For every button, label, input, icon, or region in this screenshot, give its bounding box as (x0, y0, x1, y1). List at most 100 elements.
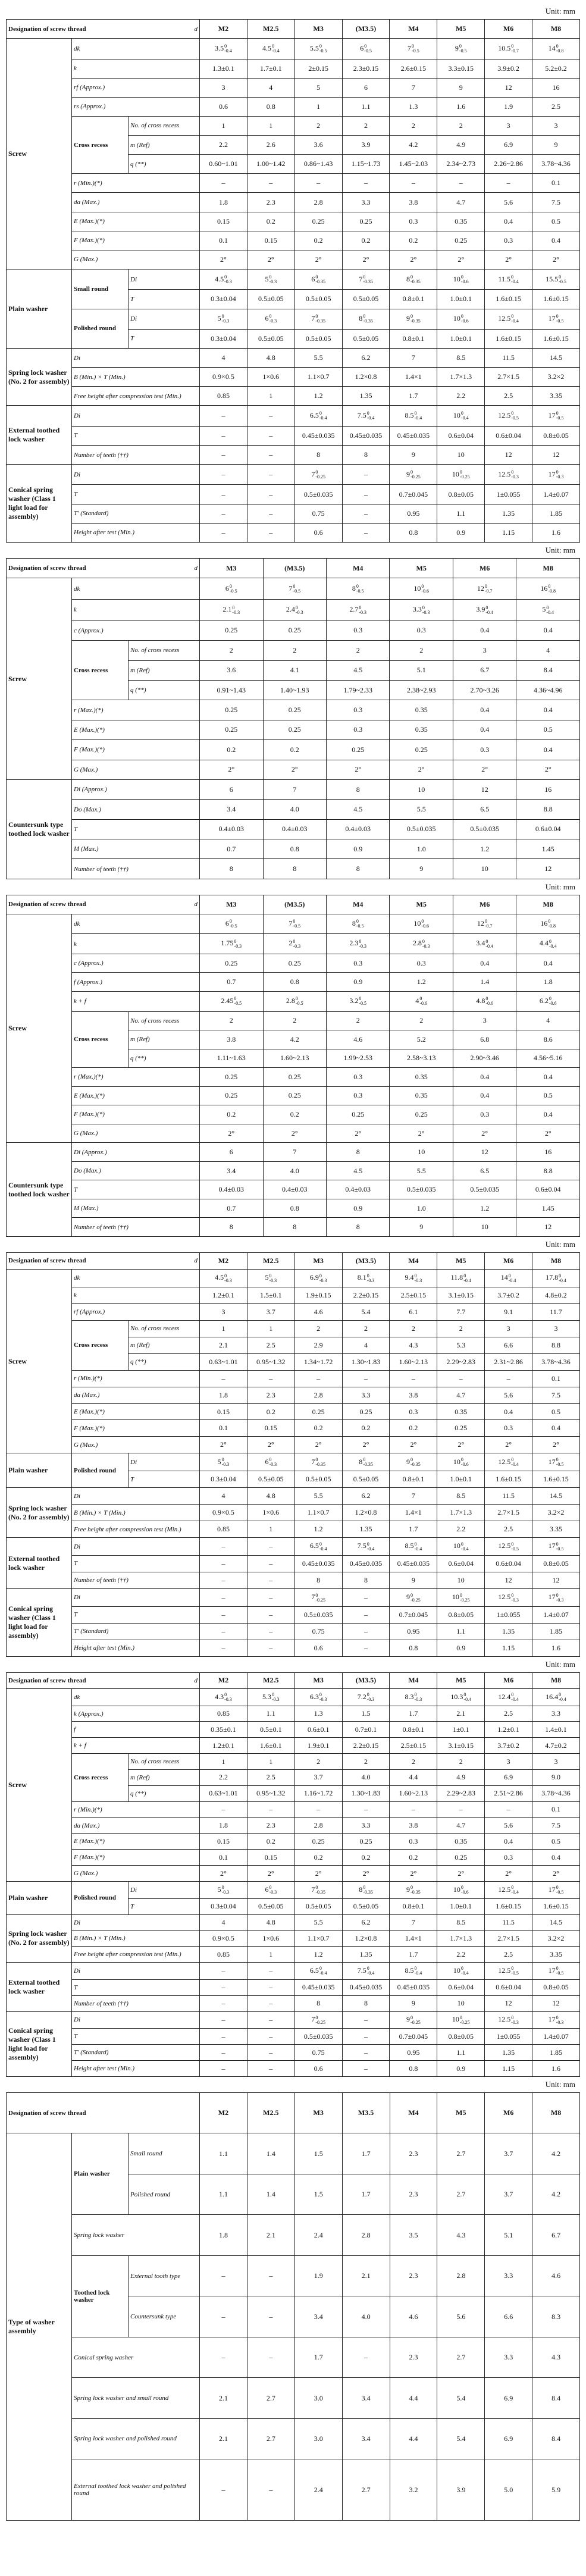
value-cell: 5.5 (389, 1161, 453, 1181)
value-cell: 2° (484, 249, 533, 270)
tolerance: 0 -0.4 (511, 1885, 519, 1895)
tolerance: 0 -0.3 (556, 2015, 564, 2025)
item-label: k (71, 599, 200, 621)
tolerance: 0 -0.35 (315, 274, 325, 284)
upper-tolerance: 0 (511, 314, 514, 319)
value-cell: 12 (532, 1995, 580, 2012)
value-cell: 0.45±0.035 (294, 1555, 343, 1572)
data-row: q (**) 0.60~1.01 1.00~1.42 0.86~1.43 1.15~1.… (7, 154, 580, 174)
value-cell: 3.3 (341, 1817, 390, 1834)
value-cell: 4 (199, 1914, 247, 1931)
value-cell: 0.3±0.04 (199, 1471, 247, 1488)
upper-tolerance: 0 (363, 314, 366, 319)
nominal-value: 17.8 (546, 1273, 559, 1282)
value-cell: – (341, 503, 390, 524)
value-cell: 2.3 (389, 2336, 438, 2378)
value-cell: – (246, 2028, 295, 2045)
tolerance: 0 -0.4 (367, 1541, 375, 1552)
value-cell: 12 (532, 444, 580, 465)
item-label: Do (Max.) (71, 799, 200, 820)
upper-tolerance: 0 (556, 469, 559, 475)
value-cell: 9 0 -0.25 (389, 2011, 438, 2029)
item-label: c (Approx.) (71, 953, 200, 973)
symbol: d (194, 25, 198, 33)
value-cell: 2° (452, 759, 517, 780)
upper-tolerance: 0 (559, 1691, 562, 1697)
tolerance: 0 -0.4 (224, 43, 232, 54)
value-cell: 0.5±0.05 (246, 289, 295, 309)
value-cell: – (484, 1801, 533, 1818)
lower-tolerance: -0.3 (359, 943, 367, 949)
item-label: B (Min.) × T (Min.) (71, 1930, 200, 1947)
value-cell: 0.63~1.01 (199, 1353, 247, 1371)
upper-tolerance: 0 (460, 1966, 463, 1972)
value-cell: 5 0 -0.4 (516, 599, 580, 621)
upper-tolerance: 0 (315, 1456, 318, 1462)
column-header: M2.5 (246, 2092, 295, 2134)
value-cell: – (484, 173, 533, 193)
value-cell: 0.8±0.1 (389, 289, 438, 309)
value-cell: 6 0 -0.5 (199, 578, 264, 600)
item-label: dk (71, 1268, 200, 1287)
lower-tolerance: -0.3 (422, 609, 430, 615)
value-cell: 2 (341, 115, 390, 136)
value-cell: 12 (516, 1217, 580, 1237)
nominal-value: 7.5 (357, 411, 366, 420)
value-cell: 2.29~2.83 (437, 1785, 485, 1802)
value-cell: 0.15 (246, 1419, 295, 1437)
tolerance: 0 -0.35 (410, 274, 421, 284)
value-cell: 7 (262, 779, 327, 800)
item-label: T (127, 1471, 200, 1488)
item-label: T' (Standard) (71, 1622, 200, 1640)
value-cell: 4.5 (325, 660, 390, 681)
upper-tolerance: 0 (234, 996, 237, 1002)
value-cell: 0.25 (262, 1086, 327, 1106)
value-cell: 8.3 0 -0.3 (389, 1688, 438, 1706)
sub-label: Polished round (71, 1881, 129, 1915)
nominal-value: 12.5 (498, 1966, 511, 1975)
value-cell: 0.45±0.035 (389, 1979, 438, 1996)
column-header: M3 (294, 18, 343, 39)
value-cell: 2° (437, 1436, 485, 1454)
value-cell: 3.2×2 (532, 1930, 580, 1947)
value-cell: 1.35 (484, 1622, 533, 1640)
value-cell: 4.8 (246, 1914, 295, 1931)
upper-tolerance: 0 (232, 604, 235, 610)
value-cell: 2.38~2.93 (389, 679, 453, 701)
data-row: Plain washer Polished round Di 5 0 -0.3 6 0 -0.3… (6, 1881, 580, 1915)
value-cell: 4.6 (325, 1030, 390, 1049)
value-cell: 2.5±0.15 (389, 1286, 438, 1304)
value-cell: 4.8±0.2 (532, 1286, 580, 1304)
value-cell: 0.2 (389, 1419, 438, 1437)
value-cell: 2.4 (294, 2214, 343, 2256)
lower-tolerance: -0.5 (511, 1546, 519, 1552)
tolerance: 0 -0.5 (511, 1966, 519, 1976)
nominal-value: 4 (415, 996, 419, 1005)
value-cell: 0.8 (246, 96, 295, 117)
value-cell: 0.25 (437, 1849, 485, 1866)
item-label: Di (Approx.) (71, 1142, 200, 1162)
value-cell: 0.4 (532, 230, 580, 250)
lower-tolerance: -0.5 (559, 278, 566, 284)
lower-tolerance: -0.3 (319, 1696, 327, 1702)
value-cell: – (246, 2011, 295, 2029)
value-cell: 10 0 -0.4 (437, 1962, 485, 1980)
tolerance: 0 -0.3 (272, 1692, 280, 1702)
nominal-value: 12 (477, 919, 484, 927)
value-cell: 8.5 0 -0.4 (389, 405, 438, 427)
value-cell: 9 (437, 77, 485, 98)
value-cell: 3.9±0.2 (484, 58, 533, 79)
value-cell: 9 (389, 858, 453, 879)
lower-tolerance: -0.3 (269, 1461, 277, 1467)
value-cell: – (199, 425, 247, 446)
data-row: Polished round 1.1 1.4 1.5 1.7 2.3 2.7 3.7 4.2 (7, 2173, 580, 2215)
nominal-value: 8 (359, 1457, 363, 1466)
value-cell: – (246, 1588, 295, 1607)
value-cell: 2.70~3.26 (452, 679, 517, 701)
value-cell: 10 0 -0.25 (437, 464, 485, 485)
value-cell: 2.8 (294, 1817, 343, 1834)
data-row: G (Max.) 2° 2° 2° 2° 2° 2° 2° 2° (7, 1865, 580, 1882)
value-cell: 16 0 -0.8 (516, 578, 580, 600)
value-cell: 0.60~1.01 (199, 154, 247, 174)
value-cell: 6 0 -0.5 (199, 913, 264, 935)
